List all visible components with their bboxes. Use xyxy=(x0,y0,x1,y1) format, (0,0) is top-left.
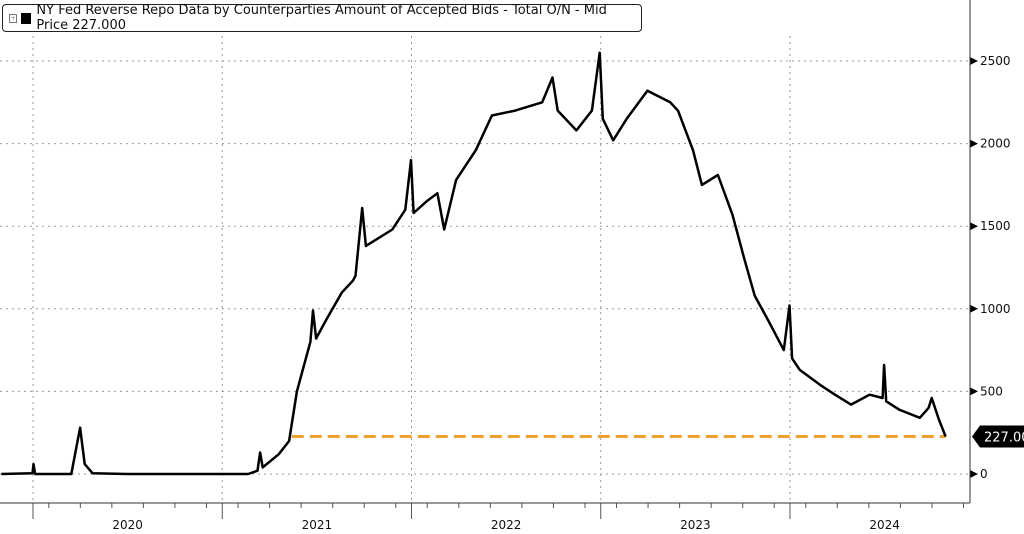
last-value-badge xyxy=(972,425,1024,448)
x-tick-label: 2022 xyxy=(491,518,522,532)
x-tick-label: 2024 xyxy=(869,518,900,532)
y-tick-label: 1500 xyxy=(980,219,1011,233)
last-value-label: 227.000 xyxy=(984,430,1024,445)
y-tick-marker xyxy=(970,387,978,396)
y-tick-marker xyxy=(970,470,978,478)
y-tick-marker xyxy=(970,304,978,313)
y-tick-marker xyxy=(970,222,978,231)
y-tick-label: 2500 xyxy=(980,54,1011,68)
y-tick-label: 500 xyxy=(980,384,1003,398)
x-tick-label: 2021 xyxy=(302,518,333,532)
y-tick-marker xyxy=(970,57,978,65)
y-tick-label: 1000 xyxy=(980,302,1011,316)
y-tick-label: 2000 xyxy=(980,137,1011,151)
x-tick-label: 2020 xyxy=(112,518,143,532)
legend: + NY Fed Reverse Repo Data by Counterpar… xyxy=(2,3,642,33)
x-tick-label: 2023 xyxy=(680,518,711,532)
series-line xyxy=(1,51,947,476)
y-tick-marker xyxy=(970,139,978,148)
y-tick-label: 0 xyxy=(980,467,988,481)
legend-label: NY Fed Reverse Repo Data by Counterparti… xyxy=(36,3,607,33)
legend-swatch xyxy=(21,12,32,24)
expand-icon[interactable]: + xyxy=(9,13,18,23)
